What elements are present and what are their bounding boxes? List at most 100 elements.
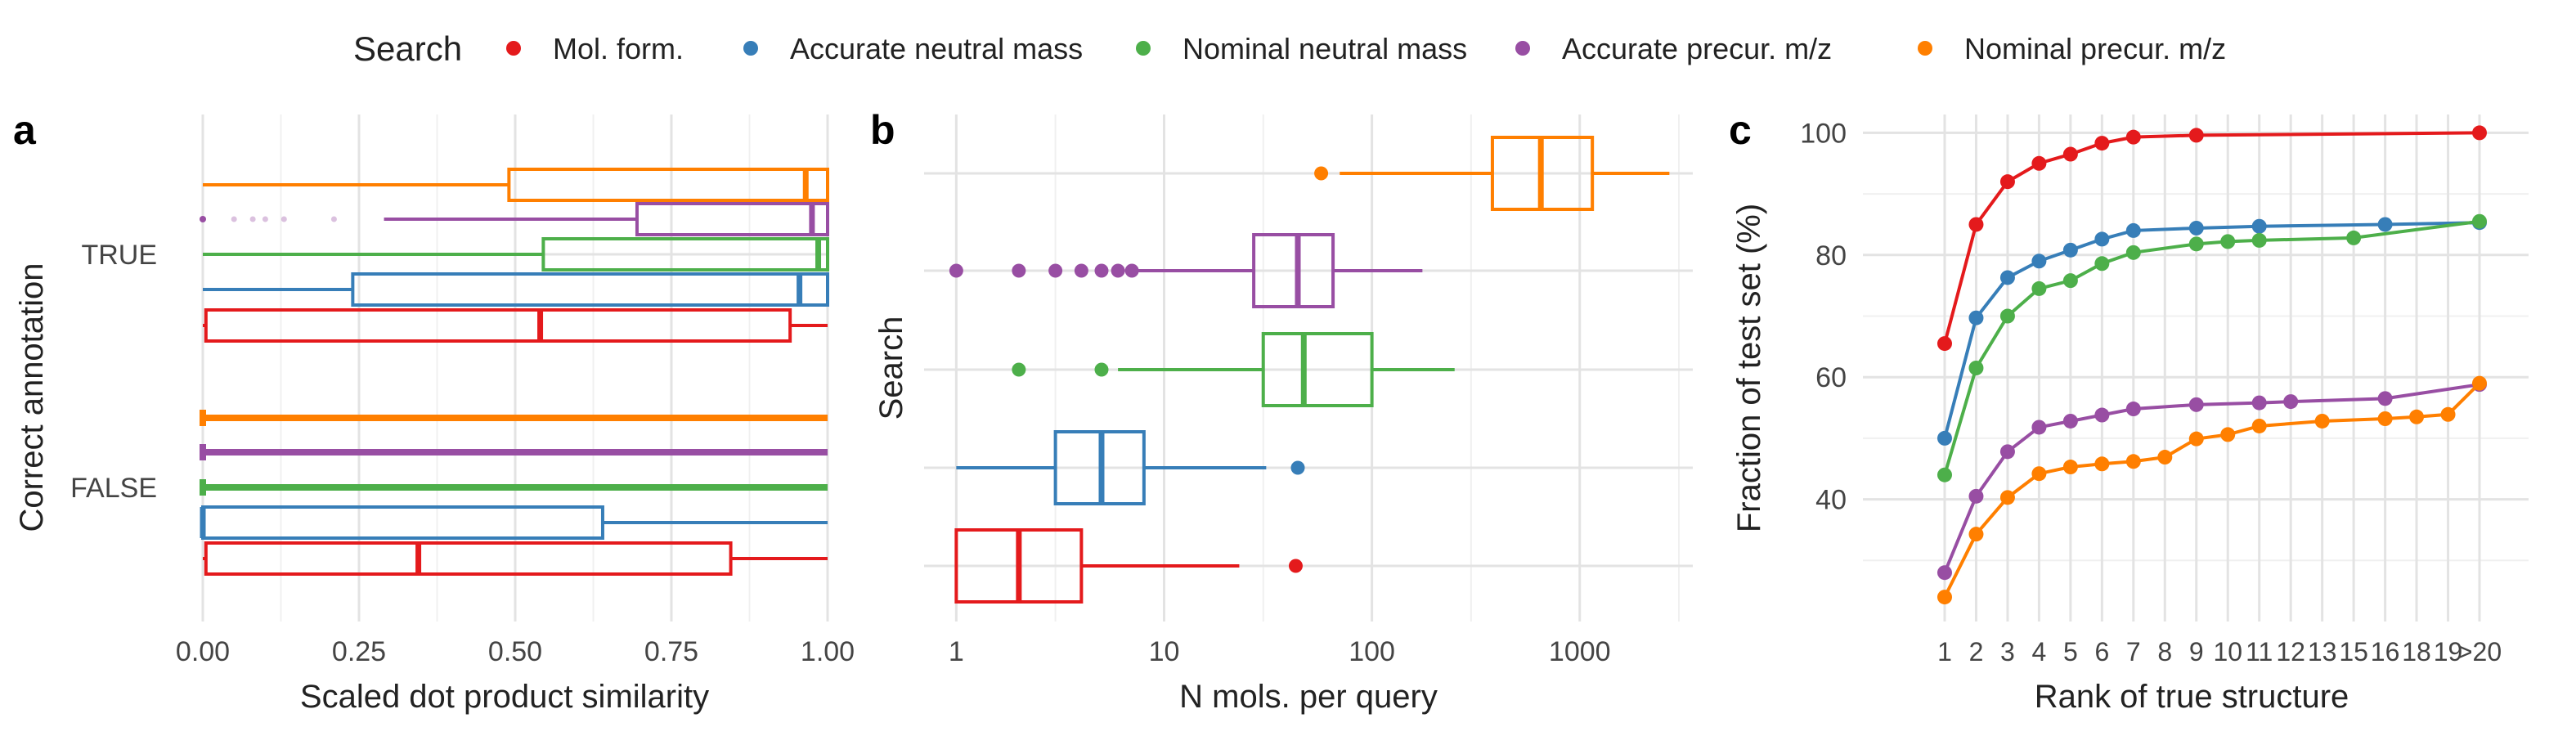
panel-c-point-nom_precur bbox=[1937, 590, 1952, 605]
panel-c-ytick-label: 40 bbox=[1815, 485, 1847, 516]
panel-b-outlier-nom_precur bbox=[1314, 166, 1329, 181]
panel-a-xtick-label: 1.00 bbox=[801, 636, 855, 667]
panel-c-point-nom_neutral bbox=[1968, 361, 1984, 375]
panel-b-xtick-label: 10 bbox=[1149, 636, 1180, 667]
panel-b-xtick-label: 1 bbox=[949, 636, 964, 667]
panel-c-point-nom_neutral bbox=[2031, 280, 2047, 296]
panel-c-point-nom_precur bbox=[2031, 466, 2047, 482]
panel-c-point-mol_form bbox=[1999, 174, 2015, 190]
panel-c-point-nom_precur bbox=[2314, 413, 2330, 429]
legend-swatch-mol_form bbox=[506, 41, 521, 56]
panel-a-outlier-acc_precur bbox=[231, 216, 237, 222]
panel-c-point-nom_precur bbox=[2440, 406, 2456, 422]
panel-a-outlier-acc_precur bbox=[262, 216, 268, 222]
panel-a-xtick-label: 0.75 bbox=[644, 636, 698, 667]
panel-c-ytick-label: 60 bbox=[1815, 362, 1847, 393]
panel-c-xtick-label: 10 bbox=[2213, 637, 2242, 666]
panel-c-point-nom_neutral bbox=[2251, 232, 2267, 248]
panel-a-ytick-label: FALSE bbox=[70, 473, 157, 504]
panel-c-point-mol_form bbox=[2062, 146, 2078, 162]
panel-b-label: b bbox=[870, 107, 895, 153]
panel-c-point-acc_precur bbox=[1968, 488, 1984, 504]
panel-a-outlier-acc_precur bbox=[249, 216, 256, 222]
panel-c-point-mol_form bbox=[2472, 125, 2487, 141]
panel-c-xtick-label: 6 bbox=[2094, 637, 2109, 666]
panel-c-point-mol_form bbox=[2031, 155, 2047, 171]
panel-c-point-acc_precur bbox=[2094, 407, 2110, 423]
panel-a-box-nom_precur bbox=[507, 168, 829, 202]
panel-b-xlabel: N mols. per query bbox=[1179, 679, 1438, 715]
panel-c-xtick-label: 18 bbox=[2402, 637, 2431, 666]
panel-a-xlabel: Scaled dot product similarity bbox=[300, 679, 709, 715]
panel-b-outlier-acc_precur bbox=[1074, 263, 1088, 278]
panel-b-box-acc_precur bbox=[1252, 233, 1335, 308]
panel-c-xtick-label: 15 bbox=[2339, 637, 2368, 666]
panel-c-point-nom_neutral bbox=[2125, 245, 2141, 260]
panel-b-outlier-acc_precur bbox=[949, 263, 963, 278]
panel-c-point-nom_neutral bbox=[1999, 308, 2015, 324]
panel-a-box-acc_neutral bbox=[201, 505, 604, 540]
panel-c-xtick-label: 11 bbox=[2246, 637, 2273, 666]
panel-b-outlier-mol_form bbox=[1288, 559, 1303, 573]
panel-c-ylabel: Fraction of test set (%) bbox=[1731, 204, 1767, 532]
panel-c-point-nom_neutral bbox=[2346, 230, 2362, 245]
panel-a-box-acc_neutral bbox=[351, 272, 829, 307]
panel-c-xtick-label: 5 bbox=[2063, 637, 2078, 666]
panel-c-point-acc_neutral bbox=[2251, 218, 2267, 234]
panel-c-xtick-label: 1 bbox=[1937, 637, 1952, 666]
panel-a-box-nom_neutral bbox=[541, 237, 829, 272]
panel-b-outlier-acc_precur bbox=[1094, 263, 1109, 278]
panel-c-point-acc_neutral bbox=[1999, 270, 2015, 285]
panel-a-outlier-acc_precur bbox=[330, 216, 337, 222]
panel-c-point-acc_precur bbox=[2062, 413, 2078, 429]
panel-c-point-nom_neutral bbox=[2094, 256, 2110, 272]
legend-swatch-nom_precur bbox=[1918, 41, 1932, 56]
panel-b-outlier-acc_neutral bbox=[1290, 460, 1305, 475]
legend-label-acc_neutral: Accurate neutral mass bbox=[790, 32, 1083, 65]
panel-a-xtick-label: 0.25 bbox=[332, 636, 386, 667]
legend-swatch-acc_precur bbox=[1515, 41, 1530, 56]
panel-c-xlabel: Rank of true structure bbox=[2035, 679, 2349, 715]
legend-label-acc_precur: Accurate precur. m/z bbox=[1562, 32, 1832, 65]
panel-c-xtick-label: 9 bbox=[2189, 637, 2204, 666]
legend-label-nom_precur: Nominal precur. m/z bbox=[1964, 32, 2226, 65]
panel-c-point-nom_precur bbox=[2251, 418, 2267, 433]
panel-c-point-mol_form bbox=[1937, 336, 1952, 352]
panel-c-point-acc_precur bbox=[2283, 394, 2299, 410]
panel-c-point-nom_neutral bbox=[1937, 467, 1952, 482]
panel-a-outlier-acc_precur bbox=[280, 216, 287, 222]
panel-c-xtick-label: 8 bbox=[2157, 637, 2172, 666]
panel-c-xtick-label: 3 bbox=[2000, 637, 2015, 666]
panel-b-xtick-label: 100 bbox=[1349, 636, 1395, 667]
panel-c-xtick-label: 2 bbox=[1969, 637, 1984, 666]
panel-c-point-nom_neutral bbox=[2188, 236, 2204, 252]
panel-b-box-nom_neutral bbox=[1261, 332, 1374, 407]
panel-b-outlier-acc_precur bbox=[1048, 263, 1063, 278]
panel-c-point-acc_precur bbox=[1999, 444, 2015, 460]
panel-c-xtick-label: >20 bbox=[2457, 637, 2502, 666]
panel-c-point-nom_precur bbox=[2062, 460, 2078, 475]
panel-c-xtick-label: 13 bbox=[2308, 637, 2337, 666]
panel-c-point-acc_precur bbox=[2031, 420, 2047, 435]
panel-a-chart: a Scaled dot product similarity Correct … bbox=[13, 107, 855, 715]
panel-a-xtick-label: 0.00 bbox=[176, 636, 230, 667]
panel-b-ylabel: Search bbox=[873, 316, 909, 420]
panel-c-xtick-label: 7 bbox=[2126, 637, 2141, 666]
panel-c-point-mol_form bbox=[2188, 128, 2204, 143]
panel-c-point-acc_precur bbox=[2251, 395, 2267, 411]
panel-b-outlier-acc_precur bbox=[1124, 263, 1139, 278]
panel-a-xtick-label: 0.50 bbox=[488, 636, 542, 667]
panel-b-chart: b N mols. per query Search 1 10 100 1000 bbox=[870, 107, 1693, 715]
legend-title: Search bbox=[353, 29, 462, 68]
panel-c-point-acc_neutral bbox=[2377, 217, 2393, 232]
panel-c-point-nom_precur bbox=[2409, 409, 2425, 424]
panel-b-outlier-acc_precur bbox=[1012, 263, 1026, 278]
panel-c-point-acc_precur bbox=[2377, 391, 2393, 406]
panel-c-point-mol_form bbox=[2094, 136, 2110, 151]
panel-c-ytick-label: 100 bbox=[1800, 118, 1847, 149]
panel-c-point-acc_neutral bbox=[2188, 220, 2204, 236]
panel-c-point-nom_precur bbox=[2094, 456, 2110, 472]
panel-c-point-nom_precur bbox=[2377, 411, 2393, 426]
legend: Search Mol. form. Accurate neutral mass No… bbox=[353, 29, 2226, 68]
panel-a-box-acc_precur bbox=[635, 202, 829, 236]
